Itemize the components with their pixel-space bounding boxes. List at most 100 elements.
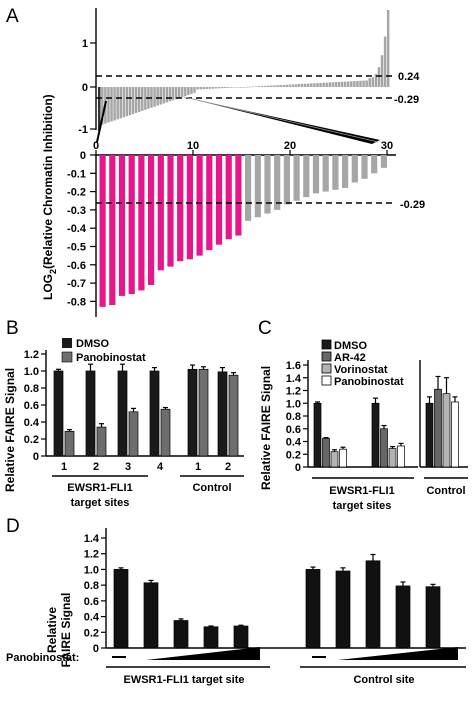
- panel-b-xtick-label: 2: [225, 461, 231, 473]
- panel-a-bottom-ytick-label: -0.5: [67, 242, 86, 254]
- panel-a-bottom-bar: [274, 155, 281, 210]
- panel-d-bar: [425, 586, 441, 649]
- panel-c-legend-swatch: [321, 363, 332, 374]
- panel-a-bottom-bar: [351, 155, 358, 183]
- panel-a-top-bar: [294, 84, 298, 87]
- panel-c-bar: [451, 401, 459, 468]
- panel-a-bottom-bar: [312, 155, 320, 194]
- panel-c-group-label-control: Control: [426, 485, 465, 497]
- panel-a-top-bar: [340, 81, 344, 87]
- panel-label-a: A: [6, 6, 19, 27]
- panel-b-legend-dmso: DMSO: [76, 338, 109, 350]
- panel-c-ytick-label: 1.6: [286, 360, 301, 372]
- panel-a-bottom-bar: [225, 155, 232, 240]
- panel-b-group-label-control: Control: [192, 482, 231, 494]
- panel-a-bottom-bar: [322, 155, 329, 192]
- panel-a-bottom-ytick-label: 0: [80, 150, 86, 162]
- panel-b-ylabel-text: Relative FAIRE Signal: [3, 368, 17, 492]
- panel-d-ylabel: Relative FAIRE Signal: [45, 593, 73, 668]
- panel-a-top-bar: [98, 87, 101, 131]
- panel-a-top-bar: [162, 87, 166, 104]
- panel-b-bar: [96, 426, 107, 457]
- panel-a-top-bar: [353, 81, 356, 87]
- panel-a-top-bar: [334, 82, 338, 87]
- panel-b-bar: [160, 408, 171, 457]
- panel-c-bar: [442, 393, 451, 468]
- panel-d-bar: [113, 569, 129, 649]
- panel-a-top-bar: [288, 84, 292, 87]
- panel-a-ylabel-main: LOG: [41, 274, 55, 300]
- panel-a-top-bar: [119, 87, 122, 119]
- panel-d-bars: [113, 553, 441, 649]
- panel-a-top-bar: [208, 87, 212, 89]
- panel-a-top-bar: [217, 87, 221, 89]
- panel-a-bottom-bar: [177, 155, 184, 262]
- panel-a-top-bar: [356, 80, 359, 87]
- panel-a-top-bar: [291, 84, 295, 87]
- panel-a-top-bar: [128, 87, 132, 116]
- panel-c-legend-swatch: [321, 351, 332, 362]
- panel-a-top-bar: [303, 83, 307, 87]
- panel-c-ylabel-text: Relative FAIRE Signal: [259, 366, 273, 490]
- panel-a-top-bar: [282, 84, 285, 87]
- panel-c-bar: [397, 445, 405, 468]
- panel-a-top-bar: [386, 10, 390, 87]
- panel-a-bottom-xtick-label: 10: [187, 140, 199, 152]
- panel-a-top-ytick-0: 0: [82, 82, 88, 94]
- panel-a-top-bar: [328, 82, 331, 87]
- panel-c-ytick-label: 0: [295, 462, 301, 474]
- panel-a-bottom-plot: 0 10 20 30 0 -0.1 -0.2 -0.3 -0.4 -0.5 -0.6 -0.7 -0.…: [67, 140, 425, 317]
- panel-a-top-bar: [245, 86, 249, 88]
- panel-b-bars: [53, 363, 239, 457]
- panel-b-ytick-label: 0.2: [24, 434, 39, 446]
- panel-a-top-bar: [263, 85, 267, 87]
- panel-label-c: C: [258, 318, 272, 339]
- panel-a-top-bar: [248, 86, 252, 88]
- panel-d-ytick-label: 1.0: [84, 564, 99, 576]
- panel-a-top-bar: [177, 87, 181, 99]
- panel-a-top-bar: [313, 83, 316, 87]
- panel-b-bar: [198, 368, 209, 457]
- panel-a-ylabel-sub: 2: [48, 269, 58, 274]
- panel-c-group-label-target-2: target sites: [333, 500, 392, 512]
- panel-d-bar: [365, 560, 381, 649]
- panel-a-threshold-lower-label: -0.29: [394, 94, 419, 106]
- panel-a-top-bar: [270, 85, 273, 87]
- panel-c-ylabel: Relative FAIRE Signal: [259, 366, 273, 490]
- panel-a-top-bar: [343, 81, 347, 87]
- panel-a-top-bar: [257, 86, 261, 87]
- panel-a-top-bar: [110, 87, 113, 122]
- panel-c-ytick-label: 0.8: [286, 411, 301, 423]
- panel-a-top-bar: [297, 84, 301, 87]
- panel-a-top-bar: [141, 87, 144, 111]
- panel-a-bottom-bar: [254, 155, 261, 218]
- panel-a-top-plot: 1 0 -1 0.24 -0.29: [78, 8, 420, 136]
- panel-a-bottom-ytick-label: -0.2: [67, 187, 86, 199]
- panel-b-bar: [217, 371, 228, 457]
- panel-d-dose-ramp-2: [338, 647, 458, 660]
- panel-c-ytick-label: 0.4: [286, 437, 302, 449]
- panel-a-top-bar: [171, 87, 175, 101]
- panel-a-ylabel: LOG2(Relative Chromatin Inhibition): [41, 94, 58, 300]
- panel-a-bottom-bar: [342, 155, 349, 188]
- panel-a-zoom-connector-line: [183, 96, 379, 143]
- panel-a-top-bar: [362, 80, 365, 87]
- panel-c-ytick-label: 1.2: [286, 386, 301, 398]
- panel-b-bar: [128, 411, 139, 457]
- panel-a-top-bar: [125, 87, 129, 117]
- panel-a-bottom-bar: [361, 155, 368, 179]
- panel-a-bottom-xtick-label: 0: [93, 140, 99, 152]
- panel-a-bottom-bar: [264, 155, 271, 214]
- panel-d-ytick-label: 0.8: [84, 580, 99, 592]
- panel-a-top-bar: [260, 86, 264, 87]
- panel-c-bar: [371, 402, 380, 468]
- panel-c-ytick-label: 0.6: [286, 424, 301, 436]
- panel-a-top-bar: [337, 81, 341, 87]
- panel-a-bottom-xtick-label: 20: [284, 140, 296, 152]
- panel-a-top-bar: [202, 87, 205, 90]
- panel-c-legend-label: AR-42: [334, 352, 366, 364]
- panel-a-top-bar: [319, 82, 322, 87]
- panel-b-ytick-label: 0.6: [24, 400, 39, 412]
- panel-a-top-bar: [350, 81, 353, 87]
